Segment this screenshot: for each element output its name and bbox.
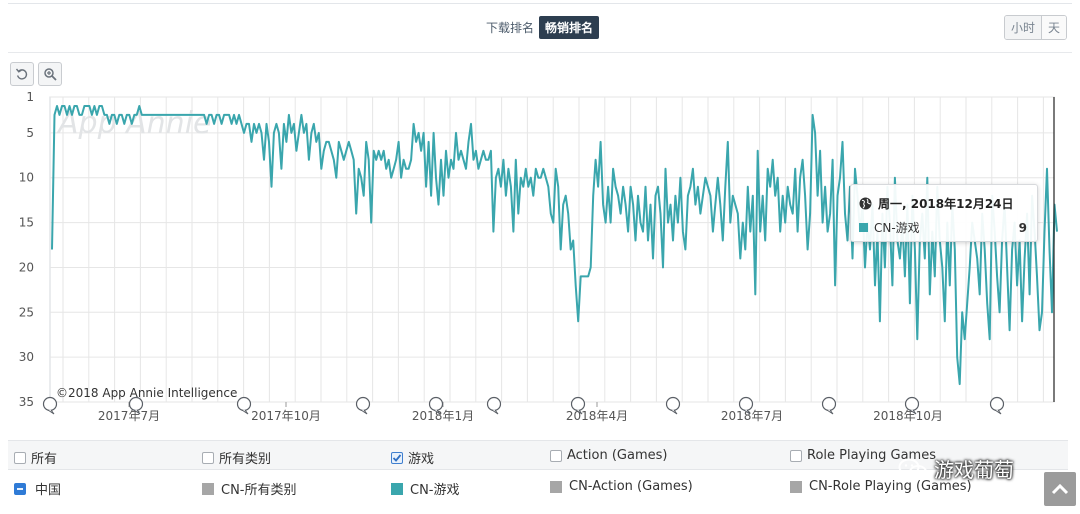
y-tick-label: 30 bbox=[19, 350, 34, 364]
x-tick-label: 2018年1月 bbox=[412, 409, 474, 423]
legend-series-china[interactable]: 中国 bbox=[14, 479, 61, 498]
event-marker-icon[interactable] bbox=[989, 396, 1005, 415]
x-tick-label: 2017年10月 bbox=[251, 409, 321, 423]
zoom-button[interactable] bbox=[38, 62, 62, 86]
checkbox-icon[interactable] bbox=[14, 451, 26, 464]
wechat-watermark: 游戏葡萄 bbox=[898, 454, 1014, 483]
series-swatch bbox=[790, 480, 802, 493]
y-tick-label: 5 bbox=[26, 126, 34, 140]
reset-icon bbox=[15, 68, 28, 80]
tab-grossing[interactable]: 畅销排名 bbox=[539, 16, 600, 39]
checkbox-icon[interactable] bbox=[202, 451, 214, 464]
legend-series-cn-action-games[interactable]: CN-Action (Games) bbox=[550, 479, 693, 494]
y-tick-label: 35 bbox=[19, 395, 34, 409]
tooltip-value: 9 bbox=[1018, 220, 1027, 235]
zoom-in-icon bbox=[44, 68, 57, 81]
header-divider bbox=[8, 52, 1072, 53]
copyright-label: ©2018 App Annie Intelligence bbox=[56, 386, 237, 400]
event-marker-icon[interactable] bbox=[570, 396, 586, 415]
reset-zoom-button[interactable] bbox=[10, 62, 34, 86]
legend-series-cn-all-categories[interactable]: CN-所有类别 bbox=[202, 479, 297, 498]
y-tick-label: 10 bbox=[19, 171, 34, 185]
event-marker-icon[interactable] bbox=[738, 396, 754, 415]
x-axis: 2017年7月 2017年10月 2018年1月 2018年4月 2018年7月 2018… bbox=[98, 402, 943, 423]
legend-item-all-categories[interactable]: 所有类别 bbox=[202, 448, 271, 467]
y-tick-label: 1 bbox=[26, 90, 34, 104]
event-marker-icon[interactable] bbox=[821, 396, 837, 415]
event-marker-icon[interactable] bbox=[486, 396, 502, 415]
ranking-tabs: 下载排名 畅销排名 bbox=[486, 16, 600, 39]
granularity-toggle: 小时 天 bbox=[1004, 15, 1068, 40]
legend-series-cn-role-playing-games[interactable]: CN-Role Playing (Games) bbox=[790, 479, 972, 494]
series-swatch bbox=[202, 482, 214, 495]
event-marker-icon[interactable] bbox=[904, 396, 920, 415]
granularity-hour-button[interactable]: 小时 bbox=[1005, 16, 1042, 39]
series-legend: 中国 CN-所有类别 CN-游戏 CN-Action (Games) CN-Ro… bbox=[8, 471, 1068, 503]
wechat-icon bbox=[898, 458, 927, 479]
checkbox-icon[interactable] bbox=[550, 449, 562, 462]
series-swatch bbox=[391, 482, 403, 495]
y-tick-label: 25 bbox=[19, 305, 34, 319]
x-tick-label: 2018年10月 bbox=[873, 409, 943, 423]
y-tick-label: 20 bbox=[19, 260, 34, 274]
event-markers bbox=[42, 396, 1005, 415]
event-marker-icon[interactable] bbox=[355, 396, 371, 415]
globe-icon bbox=[859, 197, 872, 210]
legend-item-action-games[interactable]: Action (Games) bbox=[550, 448, 667, 463]
checkbox-checked-icon[interactable] bbox=[391, 451, 403, 464]
tooltip-swatch bbox=[859, 223, 868, 232]
tooltip-series: CN-游戏 bbox=[874, 221, 920, 235]
event-marker-icon[interactable] bbox=[236, 396, 252, 415]
x-tick-label: 2018年7月 bbox=[721, 409, 783, 423]
event-marker-icon[interactable] bbox=[128, 396, 144, 415]
legend-item-all[interactable]: 所有 bbox=[14, 448, 57, 467]
event-marker-icon[interactable] bbox=[428, 396, 444, 415]
legend-series-cn-games[interactable]: CN-游戏 bbox=[391, 479, 460, 498]
chevron-up-icon bbox=[1051, 483, 1069, 495]
x-tick-label: 2017年7月 bbox=[98, 409, 160, 423]
y-tick-label: 15 bbox=[19, 216, 34, 230]
x-tick-label: 2018年4月 bbox=[566, 409, 628, 423]
partial-check-icon[interactable] bbox=[14, 482, 26, 495]
event-marker-icon[interactable] bbox=[42, 396, 58, 415]
category-legend: 所有 所有类别 游戏 Action (Games) Role Playing G… bbox=[8, 440, 1068, 470]
event-marker-icon[interactable] bbox=[665, 396, 681, 415]
top-divider bbox=[8, 3, 1072, 4]
legend-item-games[interactable]: 游戏 bbox=[391, 448, 434, 467]
tab-downloads[interactable]: 下载排名 bbox=[486, 21, 535, 35]
series-line-cn-games bbox=[51, 105, 1058, 386]
checkbox-icon[interactable] bbox=[790, 449, 802, 462]
granularity-day-button[interactable]: 天 bbox=[1041, 16, 1067, 39]
back-to-top-button[interactable] bbox=[1044, 472, 1076, 506]
tooltip-date: 周一, 2018年12月24日 bbox=[878, 197, 1014, 211]
chart-tooltip: 周一, 2018年12月24日 CN-游戏 9 bbox=[850, 184, 1038, 242]
series-swatch bbox=[550, 480, 562, 493]
chart-grid bbox=[49, 96, 1055, 403]
